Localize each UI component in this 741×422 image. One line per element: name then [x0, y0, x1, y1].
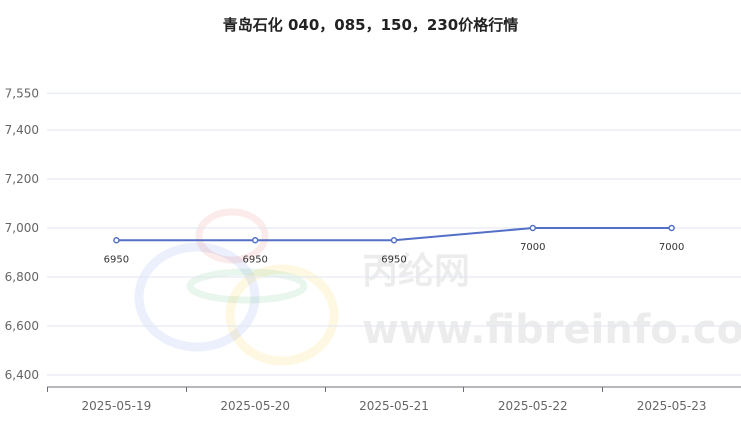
- y-tick-label: 6,800: [5, 270, 39, 284]
- series-layer: [113, 224, 675, 244]
- watermark-ring-yellow: [225, 264, 339, 366]
- data-point: [113, 237, 120, 244]
- x-tick-label: 2025-05-20: [220, 399, 290, 413]
- data-point: [529, 224, 537, 232]
- data-point: [668, 224, 675, 232]
- x-tick-label: 2025-05-19: [82, 399, 152, 413]
- watermark-ring-blue: [134, 242, 260, 352]
- x-axis: 2025-05-19 2025-05-20 2025-05-21 2025-05-22…: [47, 386, 741, 413]
- data-point: [251, 237, 259, 244]
- y-tick-label: 6,400: [5, 368, 39, 382]
- data-label: 6950: [381, 254, 406, 265]
- x-tick-label: 2025-05-21: [359, 399, 429, 413]
- data-label: 6950: [104, 254, 129, 265]
- watermark-brand: 丙纶网: [362, 251, 470, 292]
- y-tick-label: 7,000: [5, 221, 39, 235]
- chart-title: 青岛石化 040，085，150，230价格行情: [222, 16, 519, 34]
- x-tick-label: 2025-05-23: [637, 399, 707, 413]
- watermark-ring-red: [195, 208, 269, 264]
- y-axis: 6,400 6,600 6,800 7,000 7,200 7,400 7,550: [5, 86, 39, 382]
- grid-lines: [47, 92, 741, 376]
- data-label: 6950: [242, 254, 267, 265]
- watermark-ring-green: [186, 268, 308, 304]
- y-tick-label: 7,550: [5, 86, 39, 100]
- data-label: 7000: [520, 242, 545, 253]
- watermark: 丙纶网 www.fibreinfo.com: [134, 208, 741, 366]
- watermark-url: www.fibreinfo.com: [362, 307, 741, 353]
- x-tick-label: 2025-05-22: [498, 399, 568, 413]
- data-point: [390, 237, 398, 244]
- data-labels: 6950 6950 6950 7000 7000: [104, 242, 685, 265]
- y-tick-label: 7,200: [5, 172, 39, 186]
- y-tick-label: 6,600: [5, 319, 39, 333]
- y-tick-label: 7,400: [5, 123, 39, 137]
- data-label: 7000: [659, 242, 684, 253]
